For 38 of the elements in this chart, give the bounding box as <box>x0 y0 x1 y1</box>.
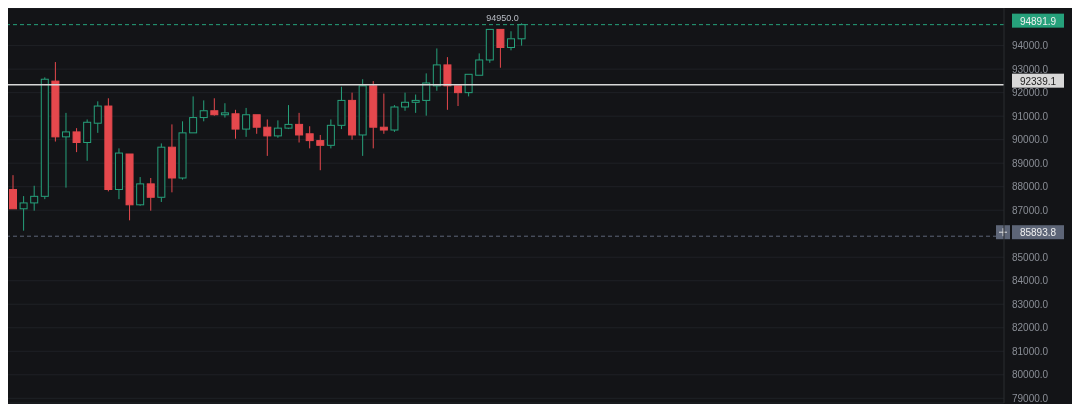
y-tick-label: 93000.0 <box>1012 63 1049 75</box>
candlestick <box>379 93 388 135</box>
candlestick <box>83 118 92 162</box>
y-tick-label: 81000.0 <box>1012 345 1049 357</box>
y-tick-label: 92000.0 <box>1012 87 1049 99</box>
candlestick <box>348 92 357 141</box>
candlestick <box>507 30 515 51</box>
y-tick-label: 89000.0 <box>1012 157 1049 169</box>
candlestick <box>220 102 229 119</box>
candlestick <box>61 112 70 189</box>
ref-line-label: 85893.8 <box>1019 227 1057 239</box>
candlestick <box>167 123 176 193</box>
y-tick-label: 84000.0 <box>1012 275 1049 287</box>
annotation: 94950.0 <box>486 13 519 24</box>
candlestick <box>295 112 304 143</box>
y-tick-label: 83000.0 <box>1012 298 1049 310</box>
candlestick <box>242 107 251 138</box>
candlestick <box>422 72 431 117</box>
y-tick-label: 88000.0 <box>1012 181 1049 193</box>
y-tick-label: 80000.0 <box>1012 369 1049 381</box>
candlestick <box>210 97 219 116</box>
y-tick-label: 85000.0 <box>1012 251 1049 263</box>
candlestick <box>51 61 60 143</box>
y-tick-label: 87000.0 <box>1012 204 1049 216</box>
y-tick-label: 79000.0 <box>1012 392 1049 404</box>
candlestick <box>114 147 123 200</box>
y-tick-label: 82000.0 <box>1012 322 1049 334</box>
ref-line-label: 94891.9 <box>1019 15 1057 27</box>
ref-line-label: 92339.1 <box>1019 75 1057 87</box>
y-tick-label: 90000.0 <box>1012 134 1049 146</box>
y-tick-label: 91000.0 <box>1012 110 1049 122</box>
candlestick <box>326 118 335 149</box>
y-tick-label: 94000.0 <box>1012 40 1049 52</box>
candlestick <box>273 119 282 139</box>
candlestick <box>136 176 145 206</box>
candlestick <box>401 92 410 112</box>
candlestick <box>263 118 272 157</box>
candlestick <box>432 47 441 92</box>
